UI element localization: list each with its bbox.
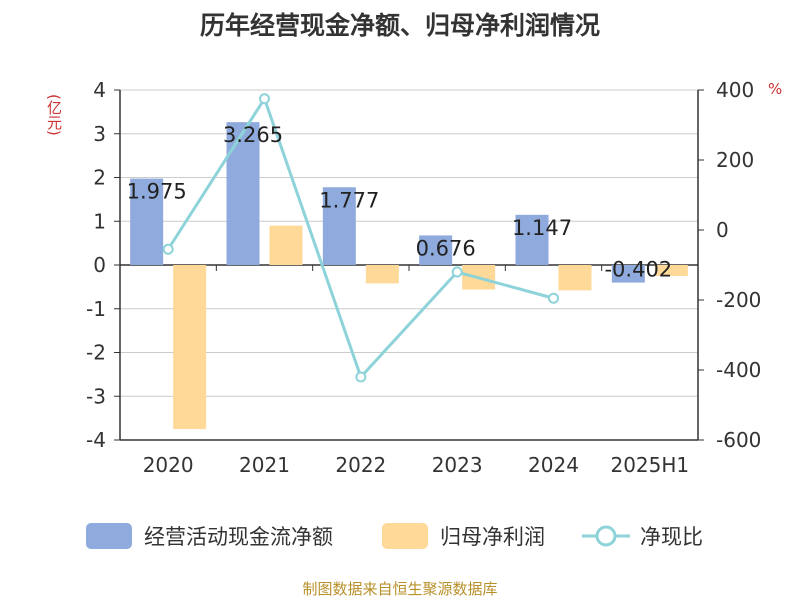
data-label-operating-cash-flow: 3.265 bbox=[223, 123, 283, 147]
left-tick-label: 0 bbox=[93, 253, 106, 277]
bar-net-profit bbox=[558, 265, 592, 291]
category-label: 2023 bbox=[432, 453, 483, 477]
left-tick-label: 2 bbox=[93, 166, 106, 190]
point-net-ratio bbox=[162, 243, 174, 255]
data-label-operating-cash-flow: 1.777 bbox=[319, 188, 379, 212]
bar-operating-cash-flow bbox=[419, 235, 453, 265]
bar-operating-cash-flow bbox=[130, 178, 164, 265]
category-label: 2024 bbox=[528, 453, 579, 477]
bar-layer bbox=[130, 122, 688, 430]
legend-swatch-operating-cash-flow bbox=[86, 523, 132, 549]
data-label-operating-cash-flow: 1.147 bbox=[512, 216, 572, 240]
bar-net-profit bbox=[173, 265, 207, 430]
data-label-layer: 1.975 3.265 1.777 0.676 1.147 -0.402 bbox=[127, 123, 673, 281]
chart-title: 历年经营现金净额、归母净利润情况 bbox=[199, 11, 600, 40]
bar-operating-cash-flow bbox=[611, 265, 645, 283]
right-tick-label: 200 bbox=[716, 148, 754, 172]
axis-layer: -4 -3 -2 -1 0 1 2 3 4 -600 -400 -200 0 200 400 2020 2021… bbox=[86, 78, 761, 477]
bar-operating-cash-flow bbox=[515, 214, 549, 265]
legend-label-net-profit: 归母净利润 bbox=[440, 525, 545, 549]
left-axis-unit: (亿元) bbox=[45, 94, 63, 136]
legend-label-net-ratio: 净现比 bbox=[640, 525, 703, 549]
bar-operating-cash-flow bbox=[322, 187, 356, 265]
source-note: 制图数据来自恒生聚源数据库 bbox=[302, 580, 498, 598]
bar-net-profit bbox=[365, 265, 399, 284]
bar-net-profit bbox=[654, 265, 688, 276]
legend-item-net-ratio[interactable]: 净现比 bbox=[582, 518, 703, 554]
category-label: 2025H1 bbox=[610, 453, 689, 477]
data-label-operating-cash-flow: -0.402 bbox=[604, 258, 672, 282]
right-tick-label: -600 bbox=[716, 428, 761, 452]
legend-item-net-profit[interactable]: 归母净利润 bbox=[382, 518, 545, 554]
legend-label-operating-cash-flow: 经营活动现金流净额 bbox=[144, 525, 333, 549]
bar-net-profit bbox=[269, 225, 303, 265]
category-label: 2020 bbox=[143, 453, 194, 477]
left-tick-label: 3 bbox=[93, 122, 106, 146]
left-tick-label: -3 bbox=[86, 384, 106, 408]
right-tick-label: -200 bbox=[716, 288, 761, 312]
legend-item-operating-cash-flow[interactable]: 经营活动现金流净额 bbox=[86, 518, 333, 554]
data-label-operating-cash-flow: 1.975 bbox=[127, 180, 187, 204]
left-tick-label: -4 bbox=[86, 428, 106, 452]
left-tick-label: 1 bbox=[93, 209, 106, 233]
right-tick-label: 0 bbox=[716, 218, 729, 242]
line-layer bbox=[162, 93, 559, 383]
point-net-ratio bbox=[548, 292, 559, 304]
legend-swatch-net-ratio bbox=[582, 525, 630, 547]
legend: 经营活动现金流净额 归母净利润 净现比 bbox=[0, 518, 800, 554]
right-tick-label: 400 bbox=[716, 78, 754, 102]
data-label-operating-cash-flow: 0.676 bbox=[416, 236, 476, 260]
left-tick-label: -1 bbox=[86, 297, 106, 321]
right-axis-unit: % bbox=[768, 80, 783, 98]
point-net-ratio bbox=[451, 266, 463, 278]
point-net-ratio bbox=[355, 371, 367, 383]
left-tick-label: 4 bbox=[93, 78, 106, 102]
bar-operating-cash-flow bbox=[226, 122, 260, 265]
category-label: 2021 bbox=[239, 453, 290, 477]
left-tick-label: -2 bbox=[86, 341, 106, 365]
category-label: 2022 bbox=[335, 453, 386, 477]
point-net-ratio bbox=[259, 93, 270, 105]
legend-swatch-net-profit bbox=[382, 523, 428, 549]
right-tick-label: -400 bbox=[716, 358, 761, 382]
